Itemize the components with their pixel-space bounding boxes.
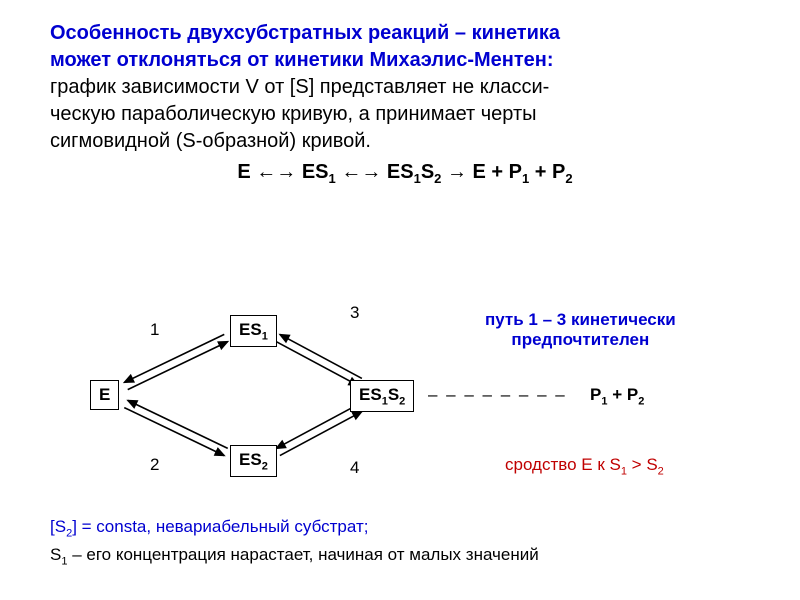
edge-label-1: 1 <box>150 320 159 340</box>
node-es1s2-label2: S <box>388 385 399 404</box>
body-line-3: сигмовидной (S-образной) кривой. <box>50 128 760 155</box>
eq-arr1: ←→ <box>251 161 302 183</box>
node-es1: ES1 <box>230 315 277 347</box>
footer-line-2: S1 – его концентрация нарастает, начиная… <box>50 542 539 570</box>
annot-pref-line2: предпочтителен <box>511 330 649 349</box>
products-label: P1 + P2 <box>590 385 644 407</box>
reaction-equation: E ←→ ES1 ←→ ES1S2 → E + P1 + P2 <box>50 161 760 186</box>
products-plus-p2: + P <box>607 385 638 404</box>
node-es2-label: ES <box>239 450 262 469</box>
body-line-1: график зависимости V от [S] представляет… <box>50 74 760 101</box>
annot-pref-line1: путь 1 – 3 кинетически <box>485 310 676 329</box>
edge-label-3: 3 <box>350 303 359 323</box>
node-es2: ES2 <box>230 445 277 477</box>
eq-e: E <box>237 161 250 183</box>
footer-notes: [S2] = consta, невариабельный субстрат; … <box>50 514 539 570</box>
eq-es1-sub: 1 <box>329 171 336 186</box>
eq-es1s2b: S <box>421 161 434 183</box>
eq-es1s2a: ES <box>387 161 414 183</box>
eq-arr3: → <box>441 161 472 183</box>
annotation-affinity: сродство Е к S1 > S2 <box>505 455 664 477</box>
node-es1-sub: 1 <box>262 330 268 342</box>
eq-arr2: ←→ <box>336 161 387 183</box>
node-e: E <box>90 380 119 410</box>
eq-rhs-sub2: 2 <box>565 171 572 186</box>
node-es1s2: ES1S2 <box>350 380 414 412</box>
node-es1s2-sub2: 2 <box>399 395 405 407</box>
body-line-2: ческую параболическую кривую, а принимае… <box>50 101 760 128</box>
annot-aff-b: > S <box>627 455 658 474</box>
heading-line-2: может отклоняться от кинетики Михаэлис-М… <box>50 47 760 74</box>
eq-es1s2-sub1: 1 <box>414 171 421 186</box>
products-p1: P <box>590 385 601 404</box>
annotation-preferred-path: путь 1 – 3 кинетически предпочтителен <box>485 310 676 350</box>
footer-l2a: S <box>50 545 61 564</box>
eq-rhs-a: E + P <box>473 161 522 183</box>
products-sub2: 2 <box>638 395 644 407</box>
footer-line-1: [S2] = consta, невариабельный субстрат; <box>50 514 539 542</box>
footer-l2b: – его концентрация нарастает, начиная от… <box>67 545 538 564</box>
reaction-diagram: E ES1 ES2 ES1S2 1 2 3 4 – – – – – – – – … <box>50 290 750 510</box>
edge-label-2: 2 <box>150 455 159 475</box>
annot-aff-a: сродство Е к S <box>505 455 621 474</box>
node-es1-label: ES <box>239 320 262 339</box>
eq-es1: ES <box>302 161 329 183</box>
node-es2-sub: 2 <box>262 460 268 472</box>
footer-l1a: [S <box>50 517 66 536</box>
node-e-label: E <box>99 385 110 404</box>
annot-aff-sub2: 2 <box>658 465 664 477</box>
footer-l1b: ] = consta, невариабельный субстрат; <box>72 517 368 536</box>
heading-line-1: Особенность двухсубстратных реакций – ки… <box>50 20 760 47</box>
eq-rhs-b: + P <box>529 161 565 183</box>
edge-label-4: 4 <box>350 458 359 478</box>
products-dash: – – – – – – – – <box>428 385 567 405</box>
node-es1s2-label1: ES <box>359 385 382 404</box>
